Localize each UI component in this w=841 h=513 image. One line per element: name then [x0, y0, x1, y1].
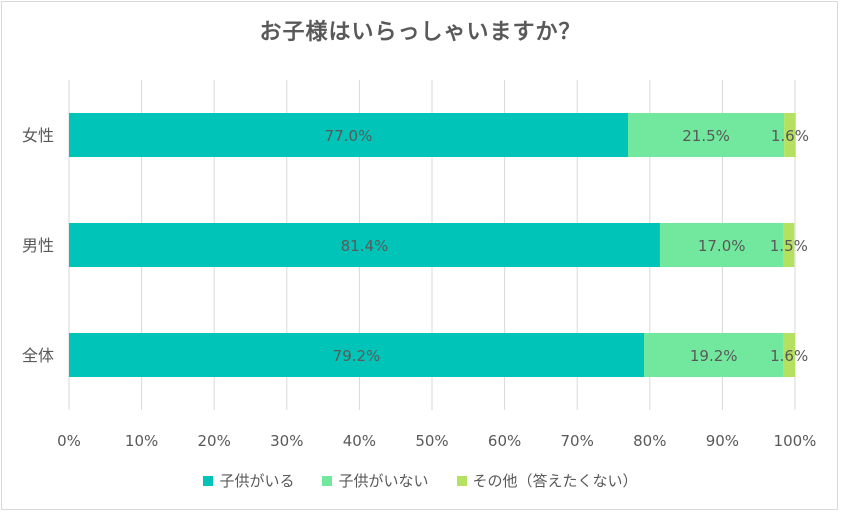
x-tick-label: 0%: [57, 432, 81, 450]
bar-segment: [783, 333, 795, 377]
legend-swatch: [456, 475, 467, 486]
legend-swatch: [322, 475, 333, 486]
legend: 子供がいる 子供がいない その他（答えたくない）: [0, 470, 841, 491]
data-label: 17.0%: [698, 237, 746, 255]
data-label: 21.5%: [682, 127, 730, 145]
y-category-label: 女性: [22, 126, 54, 145]
legend-label: 子供がいる: [219, 472, 295, 490]
x-tick-label: 40%: [343, 432, 376, 450]
legend-label: 子供がいない: [338, 472, 429, 490]
data-label: 79.2%: [333, 347, 381, 365]
x-tick-label: 70%: [561, 432, 594, 450]
y-category-label: 全体: [22, 346, 54, 365]
chart-title: お子様はいらっしゃいますか？: [259, 20, 582, 45]
x-tick-label: 60%: [488, 432, 521, 450]
bar-segment: [659, 223, 784, 267]
bar-segment: [643, 333, 784, 377]
data-label: 19.2%: [690, 347, 738, 365]
x-tick-label: 20%: [198, 432, 231, 450]
legend-swatch: [203, 475, 214, 486]
legend-item-no-children: 子供がいない: [322, 470, 429, 491]
data-label: 81.4%: [341, 237, 389, 255]
data-label: 1.5%: [770, 237, 808, 255]
legend-item-other: その他（答えたくない）: [456, 470, 638, 491]
y-category-label: 男性: [22, 236, 54, 255]
legend-item-has-children: 子供がいる: [203, 470, 294, 491]
x-tick-label: 90%: [706, 432, 739, 450]
bar-segment: [69, 333, 644, 377]
x-tick-label: 100%: [774, 432, 817, 450]
x-tick-label: 10%: [125, 432, 158, 450]
bar-segment: [628, 113, 785, 157]
x-tick-label: 50%: [415, 432, 448, 450]
data-label: 1.6%: [771, 127, 809, 145]
bar-segment: [69, 223, 660, 267]
legend-label: その他（答えたくない）: [472, 472, 638, 490]
bar-segment: [783, 223, 795, 267]
data-label: 1.6%: [770, 347, 808, 365]
bar-segment: [69, 113, 629, 157]
bar-segment: [784, 113, 796, 157]
data-label: 77.0%: [325, 127, 373, 145]
x-tick-label: 30%: [270, 432, 303, 450]
x-tick-label: 80%: [633, 432, 666, 450]
